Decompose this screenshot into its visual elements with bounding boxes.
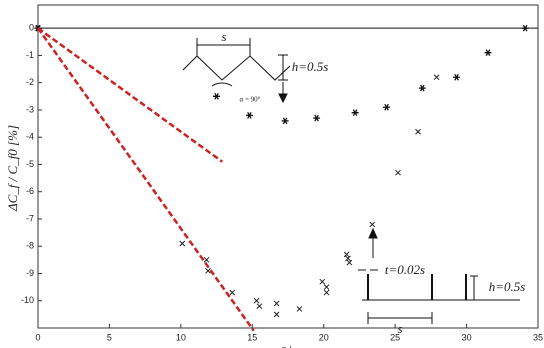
y-tick-label: -10 xyxy=(21,295,34,305)
x-point xyxy=(319,278,326,285)
asterisk-point xyxy=(351,109,359,117)
x-tick-label: 25 xyxy=(390,332,400,342)
x-point xyxy=(323,284,330,290)
y-tick-label: -7 xyxy=(26,213,34,223)
y-tick-label: -4 xyxy=(26,132,34,142)
x-point xyxy=(179,240,186,247)
annotation: h=0.5s xyxy=(292,59,329,74)
x-point xyxy=(323,289,330,296)
annotation: s xyxy=(397,321,402,336)
plot-frame xyxy=(37,4,539,329)
x-point xyxy=(273,300,280,307)
asterisk-point xyxy=(383,103,391,111)
y-tick-label: 0 xyxy=(29,23,34,33)
x-point xyxy=(343,251,350,258)
asterisk-point xyxy=(313,114,321,122)
x-tick-label: 15 xyxy=(247,332,257,342)
x-tick-label: 10 xyxy=(176,332,186,342)
x-point xyxy=(229,289,236,296)
x-point xyxy=(256,303,263,310)
x-tick-label: 5 xyxy=(107,332,112,342)
x-point xyxy=(253,297,260,304)
annotation: t=0.02s xyxy=(385,262,425,277)
y-tick-label: -6 xyxy=(26,186,34,196)
x-tick-label: 30 xyxy=(462,332,472,342)
annotation: α = 90° xyxy=(240,96,261,104)
asterisk-point xyxy=(213,92,221,100)
inset-blades xyxy=(358,227,520,324)
inset-sawtooth xyxy=(182,38,291,104)
y-tick-label: -8 xyxy=(26,241,34,251)
dashed-line xyxy=(36,27,255,332)
y-tick-label: -9 xyxy=(26,268,34,278)
asterisk-point xyxy=(453,73,461,81)
x-point xyxy=(203,257,210,263)
y-tick-label: -2 xyxy=(26,77,34,87)
x-tick-label: 35 xyxy=(533,332,543,342)
x-axis-label: s+ xyxy=(281,341,295,348)
x-tick-label: 20 xyxy=(319,332,329,342)
x-point xyxy=(369,221,376,228)
x-point xyxy=(433,74,440,81)
y-tick-label: -5 xyxy=(26,159,34,169)
asterisk-point xyxy=(521,24,529,32)
annotation: h=0.5s xyxy=(489,279,526,294)
y-axis-label: ΔC_f / C_f0 [%] xyxy=(5,125,20,212)
x-tick-label: 0 xyxy=(35,332,40,342)
x-point xyxy=(415,128,421,135)
asterisk-point xyxy=(281,117,289,125)
annotation: s xyxy=(221,29,226,44)
dashed-line xyxy=(37,27,224,163)
x-point xyxy=(205,267,211,274)
x-point xyxy=(296,306,303,312)
x-point xyxy=(346,259,353,266)
asterisk-point xyxy=(418,84,426,92)
x-point xyxy=(395,169,401,176)
y-tick-label: -3 xyxy=(26,104,34,114)
x-point xyxy=(345,255,351,262)
x-point xyxy=(273,311,280,318)
asterisk-point xyxy=(245,112,253,119)
asterisk-point xyxy=(484,49,492,57)
y-tick-label: -1 xyxy=(26,50,34,60)
